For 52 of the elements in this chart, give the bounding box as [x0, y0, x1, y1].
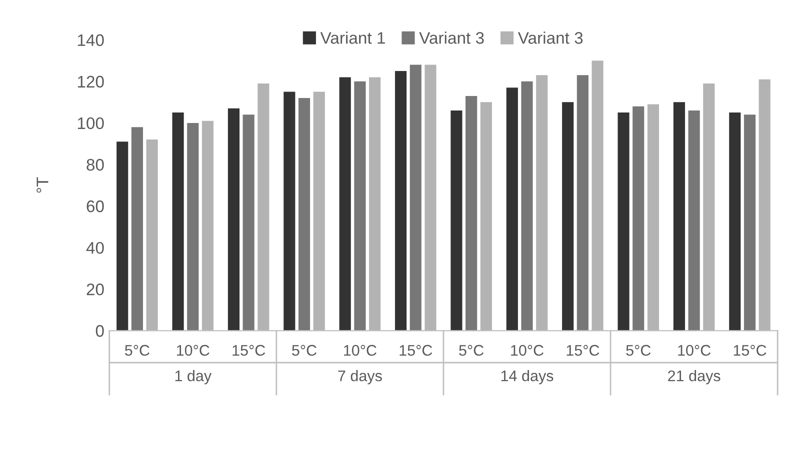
y-tick-label: 40 [86, 242, 104, 254]
y-tick-label: 0 [96, 325, 104, 337]
legend-label: Variant 3 [419, 32, 484, 44]
bar [284, 92, 296, 331]
legend-label: Variant 3 [518, 32, 583, 44]
bar [242, 114, 254, 331]
x-tick-label: 15°C [400, 344, 432, 356]
x-tick-label: 15°C [232, 344, 266, 356]
bar [673, 102, 686, 331]
x-tick-label: 5°C [124, 344, 150, 356]
text: 7 days [338, 370, 382, 384]
x-tick-label: 10°C [176, 344, 210, 356]
bar [172, 112, 184, 331]
x-tick-label: 5°C [626, 344, 651, 356]
bar [116, 142, 128, 331]
y-tick-label: 80 [86, 158, 104, 171]
x-tick-label: 10°C [344, 344, 376, 356]
y-tick-label: 140 [78, 34, 104, 46]
text: 21 days [668, 370, 720, 384]
bar [131, 127, 143, 331]
bar [688, 110, 700, 331]
bar [632, 106, 644, 331]
text: 1 day [175, 370, 212, 384]
y-tick-label: 20 [86, 284, 104, 296]
y-axis-title: °T [36, 177, 48, 193]
bar [450, 110, 462, 331]
bar [618, 112, 630, 331]
y-tick-label: 120 [78, 76, 104, 88]
x-tick-label: 10°C [678, 344, 711, 356]
x-tick-label: 15°C [566, 344, 600, 356]
legend-label: Variant 1 [320, 32, 385, 44]
bar [298, 98, 310, 331]
bar [187, 122, 199, 331]
x-tick-label: 15°C [734, 344, 766, 356]
bar [576, 75, 588, 331]
y-tick-label: 100 [78, 117, 104, 130]
bar [354, 81, 366, 331]
bar [506, 88, 518, 331]
x-tick-label: 5°C [459, 344, 484, 356]
bar [562, 102, 574, 331]
bar [228, 108, 240, 331]
bar [729, 112, 741, 331]
bar [521, 81, 533, 331]
y-tick-label: 60 [86, 200, 104, 212]
x-tick-label: 5°C [292, 344, 316, 356]
x-tick-label: 10°C [511, 344, 544, 356]
text: 14 days [501, 370, 554, 384]
bar [466, 96, 478, 331]
bar [339, 77, 351, 331]
bar [744, 114, 756, 331]
bar [410, 64, 422, 331]
bar [394, 71, 407, 331]
